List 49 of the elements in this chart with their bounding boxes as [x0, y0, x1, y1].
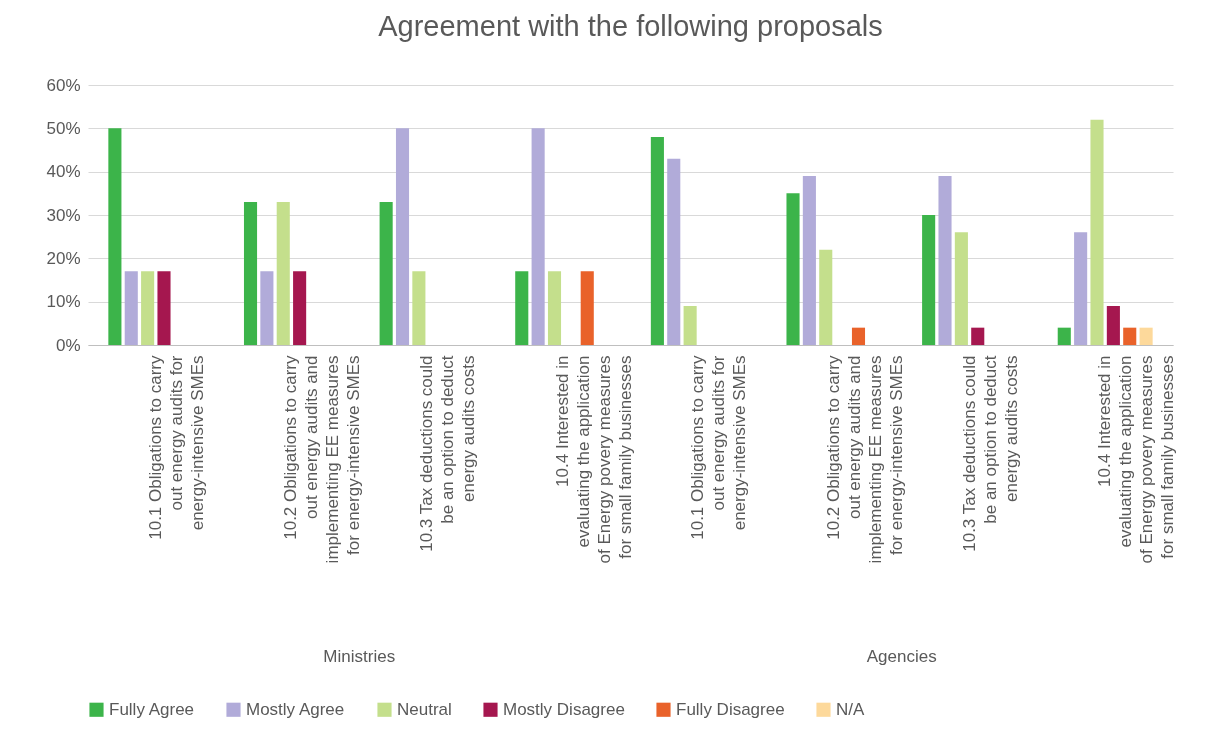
bar [819, 249, 833, 345]
bar [547, 271, 562, 345]
bar [938, 176, 952, 345]
bar [786, 193, 800, 345]
bar [1074, 232, 1088, 345]
bar [243, 202, 258, 345]
bar [515, 271, 529, 345]
bar [412, 271, 426, 345]
bar [667, 158, 681, 345]
y-tick-label: 0% [55, 335, 81, 355]
text: Agencies [866, 647, 937, 666]
legend-label: N/A [836, 699, 865, 719]
bar [395, 128, 410, 345]
y-tick-label: 30% [46, 205, 81, 225]
legend-label: Mostly Agree [246, 699, 345, 719]
bar [276, 202, 290, 345]
bar [124, 271, 138, 345]
y-tick-label: 20% [46, 248, 81, 268]
bar [1057, 327, 1071, 345]
bar [1090, 119, 1104, 345]
bar [531, 128, 545, 345]
bar [650, 137, 664, 345]
y-tick-label: 10% [46, 292, 81, 312]
bar [1139, 327, 1153, 345]
bar [1106, 306, 1120, 345]
bar [954, 232, 968, 345]
legend-label: Fully Agree [109, 699, 195, 719]
bar [141, 271, 155, 345]
legend-label: Mostly Disagree [503, 699, 625, 719]
bar [108, 128, 122, 345]
y-tick-label: 40% [46, 162, 81, 182]
bar [683, 306, 697, 345]
bar [851, 327, 866, 345]
chart-title: Agreement with the following proposals [378, 10, 883, 42]
bar [157, 271, 171, 345]
bar [971, 327, 985, 345]
x-tick-label: 10.1 Obligations to carry out energy audits for energy-intensive SMEs [145, 355, 207, 540]
bar [260, 271, 274, 345]
bar [802, 176, 816, 345]
legend-label: Fully Disagree [676, 699, 785, 719]
y-tick-label: 50% [46, 118, 81, 138]
bar [580, 271, 594, 345]
bar [1123, 327, 1137, 345]
bar [379, 202, 393, 345]
y-tick-label: 60% [46, 75, 81, 95]
bar [922, 215, 936, 345]
legend-label: Neutral [397, 699, 452, 719]
bar [293, 271, 307, 345]
text: Ministries [323, 647, 396, 666]
